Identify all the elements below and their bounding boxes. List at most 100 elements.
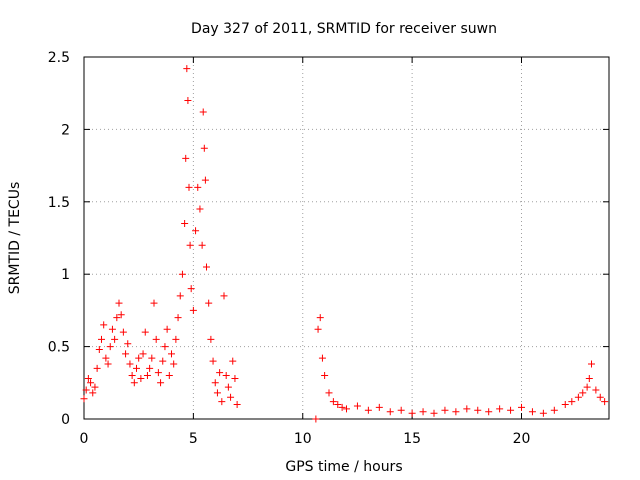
data-point (172, 335, 180, 343)
x-tick-label: 20 (513, 431, 531, 447)
data-point (583, 383, 591, 391)
data-point (113, 314, 121, 322)
data-point (186, 241, 194, 249)
data-point (168, 350, 175, 358)
data-point (343, 405, 350, 413)
y-tick-label: 0 (61, 412, 70, 428)
data-point (198, 241, 206, 249)
data-point (200, 144, 208, 152)
data-point (139, 350, 147, 358)
data-point (159, 357, 167, 365)
data-point (154, 369, 162, 377)
data-point (185, 183, 193, 191)
data-point (187, 285, 195, 293)
data-point (216, 369, 224, 377)
data-point (222, 372, 230, 380)
data-point (596, 393, 604, 401)
y-tick-label: 1 (61, 267, 70, 283)
data-point (474, 406, 482, 414)
data-point (338, 403, 346, 411)
data-point (220, 292, 228, 300)
plot-frame (83, 56, 610, 420)
data-point (325, 389, 333, 397)
data-point (146, 364, 154, 372)
data-point (353, 402, 361, 410)
data-point (550, 406, 558, 414)
data-point (150, 299, 158, 307)
data-point (227, 393, 235, 401)
data-point (518, 403, 525, 411)
x-tick-label: 15 (403, 431, 421, 447)
data-point (441, 406, 449, 414)
data-point (165, 372, 173, 380)
data-point (386, 408, 394, 416)
data-point (528, 408, 536, 416)
data-point (176, 292, 184, 300)
data-point (397, 406, 405, 414)
data-point (174, 314, 182, 322)
data-point (211, 379, 219, 387)
data-point (507, 406, 515, 414)
data-point (135, 354, 143, 362)
data-point (579, 389, 587, 397)
data-point (95, 345, 103, 353)
data-point (314, 325, 322, 333)
data-point (178, 270, 186, 278)
data-point (233, 401, 241, 409)
data-point (601, 398, 609, 406)
data-point (430, 409, 438, 417)
data-point (213, 389, 221, 397)
data-point (124, 340, 132, 348)
data-point (126, 360, 134, 368)
data-point (115, 299, 123, 307)
data-point (182, 154, 190, 162)
grid (84, 57, 609, 419)
x-tick-label: 0 (80, 431, 89, 447)
data-point (84, 374, 92, 382)
data-point (574, 393, 582, 401)
data-point (189, 306, 197, 314)
data-point (141, 328, 149, 336)
data-point (201, 176, 209, 184)
data-point (585, 374, 593, 382)
data-point (93, 364, 101, 372)
data-point (122, 350, 130, 358)
data-point (183, 65, 191, 73)
data-point (89, 389, 97, 397)
chart-title: Day 327 of 2011, SRMTID for receiver suw… (191, 21, 497, 37)
y-tick-label: 2.5 (48, 50, 70, 66)
data-point (148, 354, 156, 362)
data-point (133, 364, 140, 372)
y-tick-label: 1.5 (48, 195, 70, 211)
x-tick-label: 5 (189, 431, 198, 447)
data-points (80, 65, 609, 423)
data-point (207, 335, 215, 343)
data-point (329, 398, 337, 406)
data-point (539, 409, 547, 417)
data-point (184, 96, 192, 104)
y-tick-label: 0.5 (48, 340, 70, 356)
data-point (137, 374, 145, 382)
data-point (117, 311, 125, 319)
data-point (588, 360, 595, 368)
data-point (229, 357, 237, 365)
data-point (161, 343, 169, 351)
data-point (163, 325, 171, 333)
y-tick-label: 2 (61, 122, 70, 138)
x-tick-label: 10 (294, 431, 312, 447)
data-point (592, 386, 600, 394)
data-point (82, 386, 90, 394)
data-point (375, 403, 383, 411)
data-point (130, 379, 138, 387)
data-point (106, 343, 114, 351)
data-point (128, 372, 136, 380)
data-point (334, 401, 342, 409)
data-point (119, 328, 127, 336)
data-point (199, 108, 207, 116)
data-point (496, 405, 504, 413)
data-point (143, 372, 151, 380)
data-point (463, 405, 471, 413)
x-axis-label: GPS time / hours (285, 459, 402, 475)
